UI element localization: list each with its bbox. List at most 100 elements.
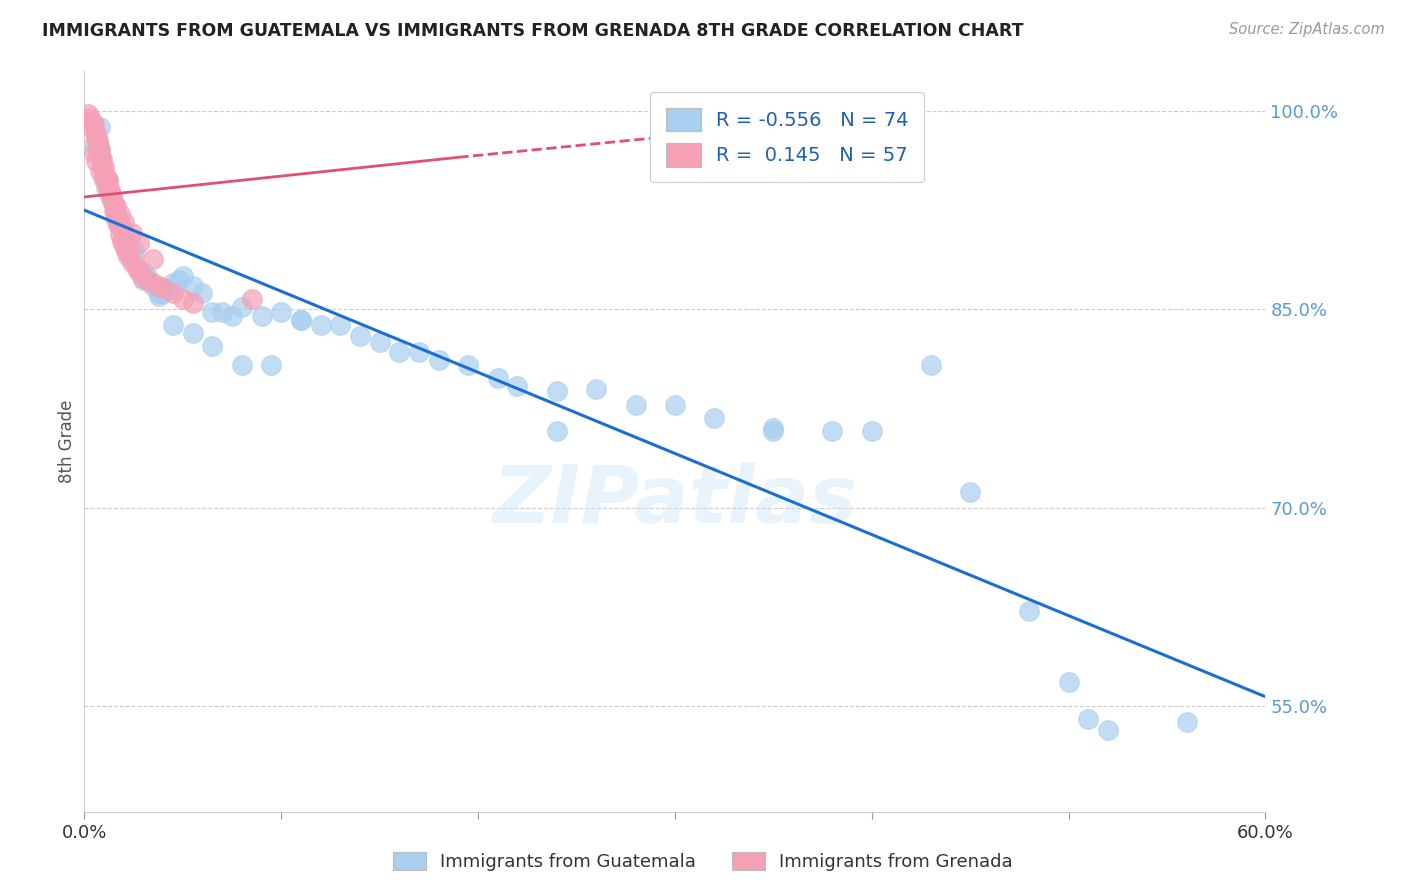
Point bbox=[89, 149, 111, 163]
Point bbox=[101, 194, 124, 208]
Point bbox=[506, 379, 529, 393]
Point bbox=[136, 273, 159, 287]
Point bbox=[181, 278, 204, 293]
Point bbox=[142, 252, 165, 266]
Point bbox=[486, 371, 509, 385]
Point bbox=[114, 244, 136, 259]
Point bbox=[108, 228, 131, 243]
Point bbox=[1018, 604, 1040, 618]
Point bbox=[93, 173, 115, 187]
Point bbox=[128, 236, 150, 251]
Point bbox=[97, 180, 120, 194]
Text: IMMIGRANTS FROM GUATEMALA VS IMMIGRANTS FROM GRENADA 8TH GRADE CORRELATION CHART: IMMIGRANTS FROM GUATEMALA VS IMMIGRANTS … bbox=[42, 22, 1024, 40]
Point bbox=[98, 183, 121, 197]
Point bbox=[83, 124, 105, 138]
Point bbox=[624, 398, 647, 412]
Point bbox=[82, 114, 104, 128]
Point bbox=[240, 292, 263, 306]
Point bbox=[87, 141, 110, 155]
Point bbox=[117, 250, 139, 264]
Point bbox=[270, 305, 292, 319]
Point bbox=[98, 186, 121, 200]
Point bbox=[83, 137, 105, 152]
Point bbox=[231, 358, 253, 372]
Point bbox=[97, 173, 120, 187]
Point bbox=[112, 215, 135, 229]
Point bbox=[1097, 723, 1119, 737]
Point bbox=[91, 160, 114, 174]
Point bbox=[87, 137, 110, 152]
Point bbox=[128, 262, 150, 277]
Point bbox=[762, 421, 785, 435]
Point bbox=[91, 157, 114, 171]
Point bbox=[162, 286, 184, 301]
Point bbox=[108, 220, 131, 235]
Point bbox=[1175, 714, 1198, 729]
Point bbox=[585, 382, 607, 396]
Point bbox=[201, 305, 224, 319]
Point bbox=[94, 180, 117, 194]
Point bbox=[97, 179, 120, 194]
Point bbox=[103, 196, 125, 211]
Point bbox=[181, 295, 204, 310]
Point bbox=[107, 218, 129, 232]
Point bbox=[111, 234, 134, 248]
Point bbox=[427, 352, 450, 367]
Point bbox=[349, 328, 371, 343]
Point bbox=[122, 250, 145, 264]
Point bbox=[290, 313, 312, 327]
Point bbox=[388, 344, 411, 359]
Point bbox=[124, 260, 146, 274]
Point bbox=[83, 146, 105, 161]
Point bbox=[84, 132, 107, 146]
Point bbox=[1077, 712, 1099, 726]
Point bbox=[101, 188, 124, 202]
Point bbox=[89, 144, 111, 158]
Point bbox=[191, 286, 214, 301]
Point bbox=[104, 212, 127, 227]
Point bbox=[152, 286, 174, 301]
Point bbox=[98, 188, 121, 202]
Point bbox=[121, 226, 143, 240]
Point bbox=[762, 424, 785, 438]
Point bbox=[329, 318, 352, 333]
Point bbox=[104, 207, 127, 221]
Point bbox=[368, 335, 391, 350]
Point bbox=[664, 398, 686, 412]
Point bbox=[89, 120, 111, 134]
Point bbox=[94, 170, 117, 185]
Point bbox=[79, 111, 101, 125]
Point bbox=[84, 154, 107, 169]
Point bbox=[821, 424, 844, 438]
Point bbox=[84, 130, 107, 145]
Point bbox=[167, 273, 190, 287]
Point bbox=[128, 265, 150, 279]
Point bbox=[89, 163, 111, 178]
Point bbox=[132, 265, 155, 279]
Point bbox=[546, 424, 568, 438]
Point bbox=[104, 207, 127, 221]
Point bbox=[309, 318, 332, 333]
Point bbox=[87, 133, 110, 147]
Point bbox=[89, 141, 111, 155]
Point bbox=[181, 326, 204, 340]
Point bbox=[108, 216, 131, 230]
Point bbox=[103, 204, 125, 219]
Legend: Immigrants from Guatemala, Immigrants from Grenada: Immigrants from Guatemala, Immigrants fr… bbox=[387, 845, 1019, 879]
Point bbox=[457, 358, 479, 372]
Point bbox=[172, 292, 194, 306]
Point bbox=[132, 270, 155, 285]
Point bbox=[231, 300, 253, 314]
Point bbox=[103, 196, 125, 211]
Point bbox=[1057, 675, 1080, 690]
Legend: R = -0.556   N = 74, R =  0.145   N = 57: R = -0.556 N = 74, R = 0.145 N = 57 bbox=[650, 92, 924, 182]
Point bbox=[104, 212, 127, 227]
Point bbox=[93, 166, 115, 180]
Point bbox=[91, 152, 114, 166]
Point bbox=[142, 278, 165, 293]
Point bbox=[93, 170, 115, 185]
Point bbox=[156, 283, 179, 297]
Point bbox=[703, 410, 725, 425]
Point bbox=[108, 207, 131, 221]
Point bbox=[959, 484, 981, 499]
